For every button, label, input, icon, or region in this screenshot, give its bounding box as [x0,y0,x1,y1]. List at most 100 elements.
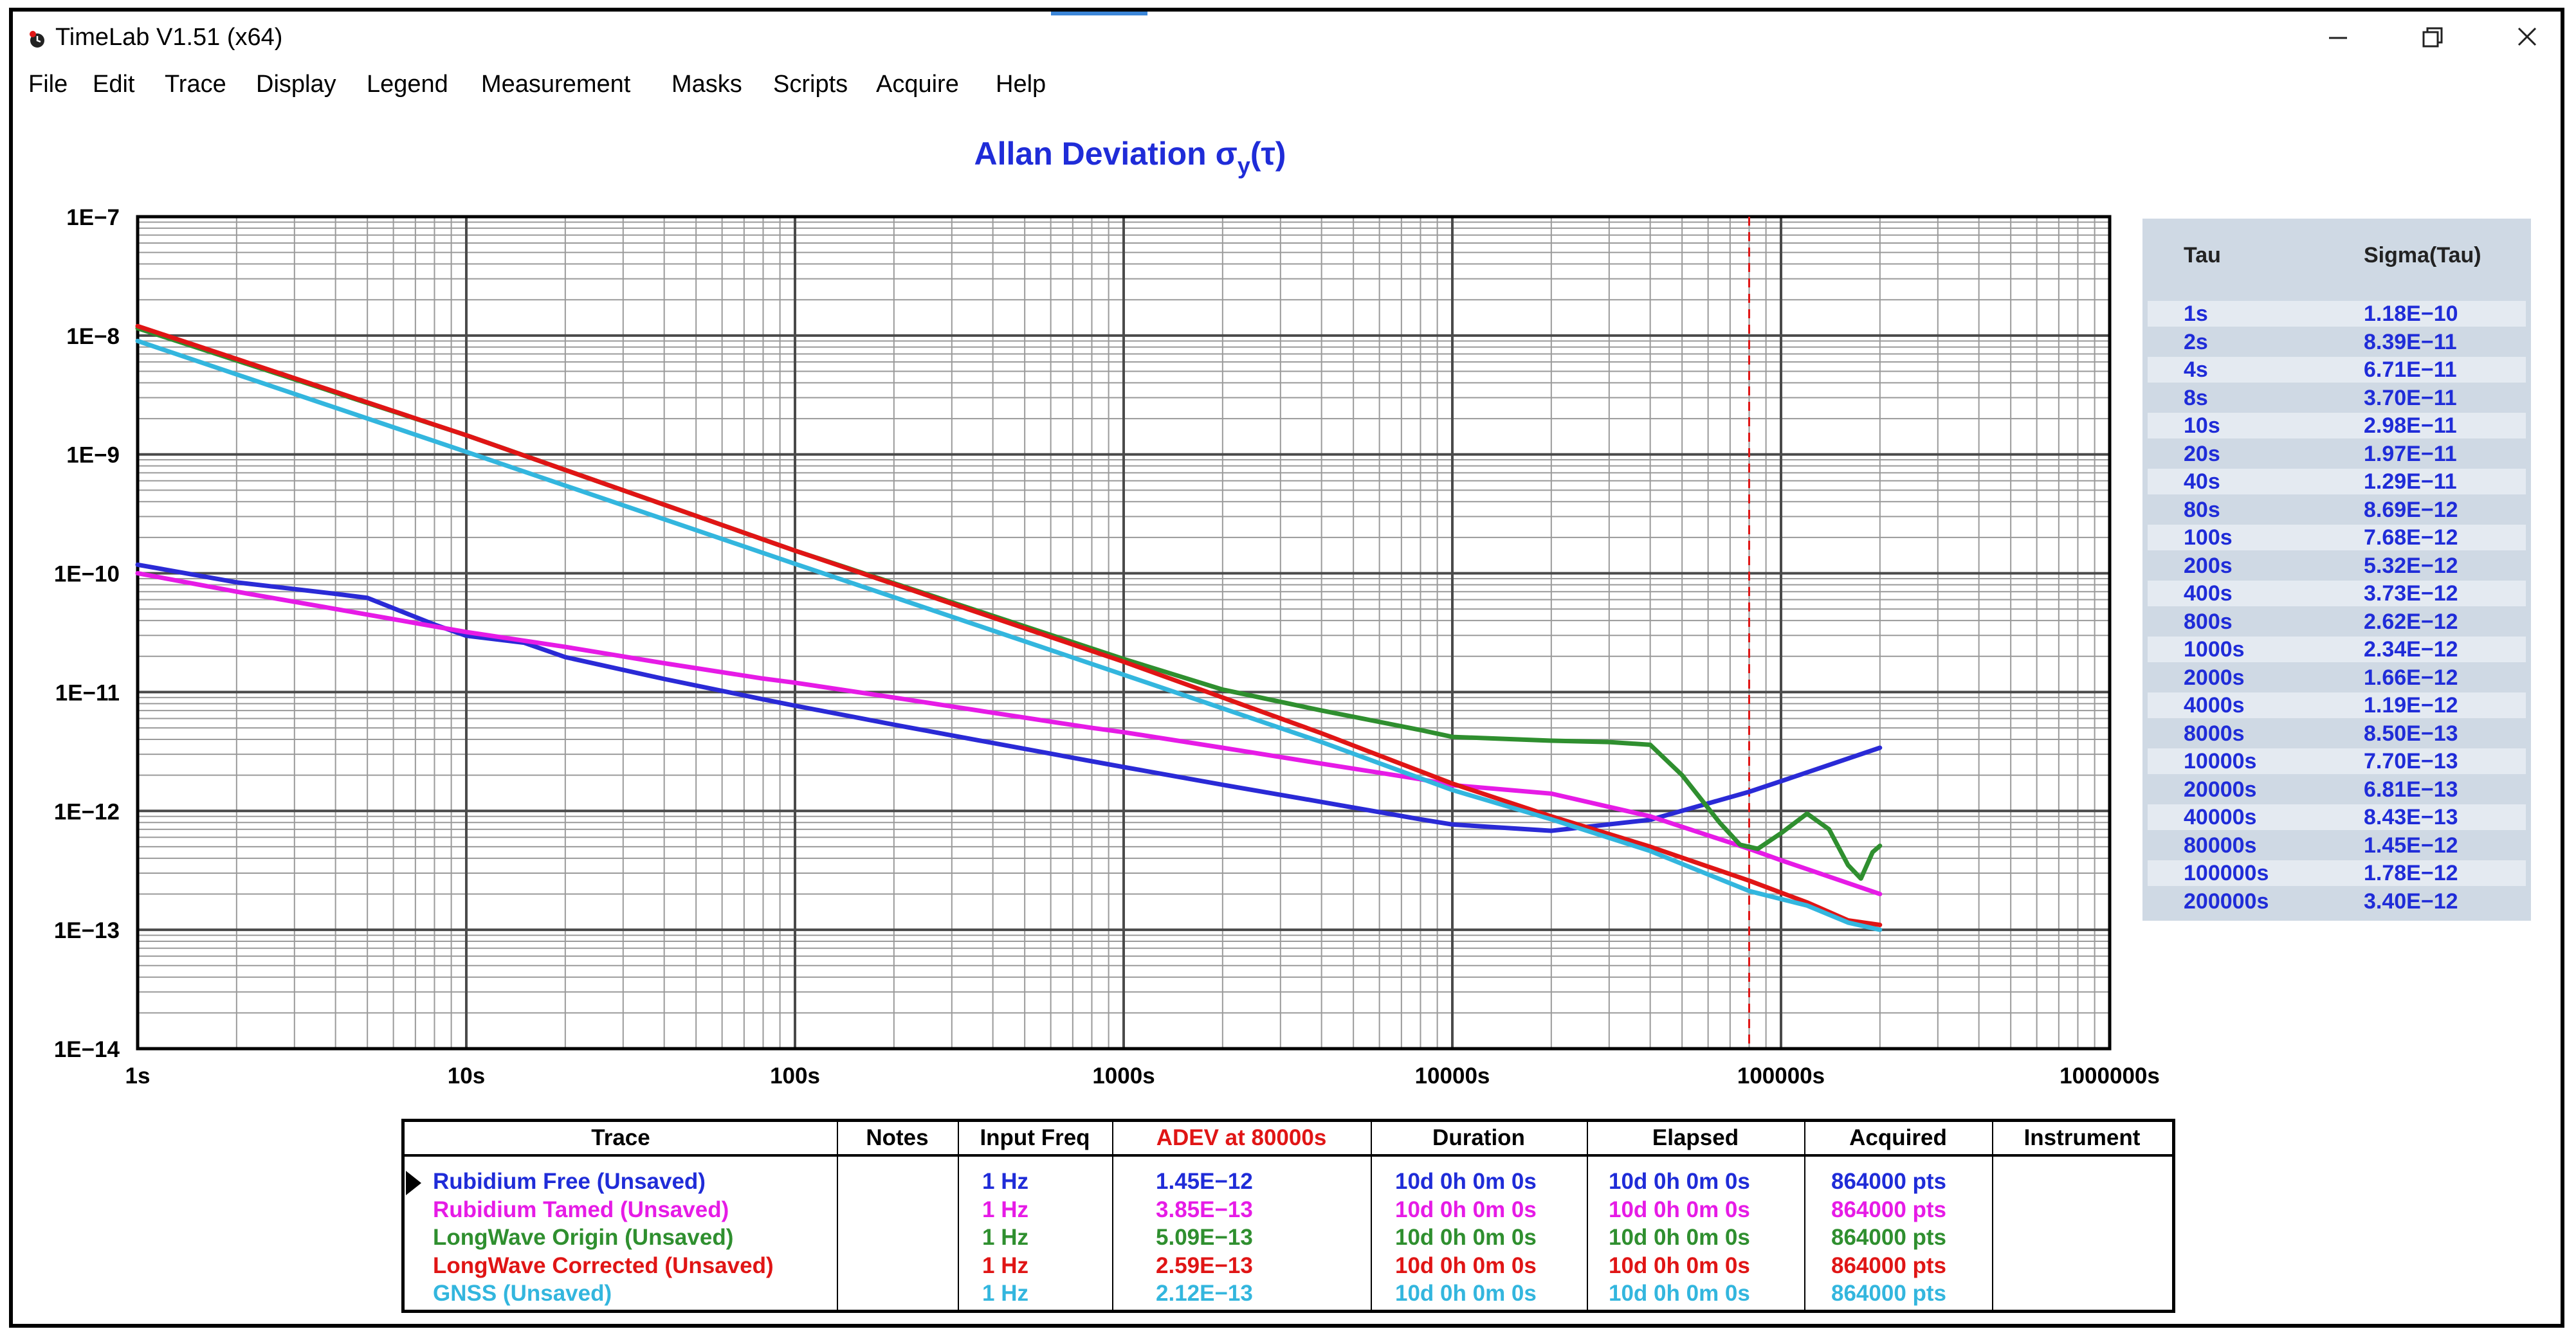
sigma-tau-value: 800s [2184,609,2233,634]
header-instrument[interactable]: Instrument [2023,1125,2141,1150]
col-divider [958,1122,959,1310]
sigma-value: 3.73E−12 [2364,581,2458,606]
close-button[interactable] [2482,17,2572,58]
x-tick-label: 1s [125,1063,151,1089]
duration-cell: 10d 0h 0m 0s [1395,1197,1537,1222]
elapsed-cell: 10d 0h 0m 0s [1609,1225,1750,1250]
sigma-table-header-tau: Tau [2184,243,2221,267]
sigma-value: 8.39E−11 [2364,329,2457,354]
menu-trace[interactable]: Trace [165,71,226,98]
x-tick-label: 1000000s [2060,1063,2160,1089]
trace-table-row[interactable]: LongWave Origin (Unsaved) 1 Hz 5.09E−13 10d… [405,1224,2172,1251]
series-line-rubidium-free[interactable] [135,562,1883,833]
adev-cell: 1.45E−12 [1156,1169,1253,1194]
sigma-table-row: 1000s 2.34E−12 [2148,637,2526,662]
sigma-table-row: 4s 6.71E−11 [2148,357,2526,383]
series-layer [135,323,1883,932]
y-tick-label: 1E−9 [66,443,120,468]
sigma-tau-value: 200000s [2184,889,2269,914]
menu-bar: File Edit Trace Display Legend Measureme… [13,63,2561,113]
sigma-tau-value: 40s [2184,469,2220,494]
menu-scripts[interactable]: Scripts [773,71,848,98]
sigma-table-row: 200s 5.32E−12 [2148,553,2526,579]
series-line-rubidium-tamed[interactable] [135,571,1883,896]
menu-measurement[interactable]: Measurement [481,71,631,98]
sigma-tau-value: 2s [2184,329,2208,354]
sigma-tau-value: 20000s [2184,777,2257,802]
adev-cell: 3.85E−13 [1156,1197,1253,1222]
sigma-table-row: 400s 3.73E−12 [2148,581,2526,606]
series-line-longwave-origin[interactable] [135,326,1883,881]
sigma-tau-value: 400s [2184,581,2233,606]
input-freq-cell: 1 Hz [982,1225,1028,1250]
trace-table-row[interactable]: Rubidium Tamed (Unsaved) 1 Hz 3.85E−13 10d … [405,1197,2172,1224]
menu-help[interactable]: Help [996,71,1046,98]
sigma-tau-value: 100s [2184,525,2233,550]
sigma-value: 7.68E−12 [2364,525,2458,550]
sigma-table-row: 40s 1.29E−11 [2148,469,2526,494]
series-line-gnss[interactable] [135,338,1883,932]
header-input-freq[interactable]: Input Freq [980,1125,1090,1150]
sigma-table-row: 20s 1.97E−11 [2148,441,2526,467]
duration-cell: 10d 0h 0m 0s [1395,1169,1537,1194]
y-tick-label: 1E−13 [54,918,120,943]
sigma-table-header-sigma: Sigma(Tau) [2364,243,2481,267]
trace-table-row[interactable]: LongWave Corrected (Unsaved) 1 Hz 2.59E−13… [405,1252,2172,1279]
sigma-tau-value: 100000s [2184,861,2269,885]
y-tick-label: 1E−8 [66,324,120,349]
menu-display[interactable]: Display [256,71,336,98]
header-notes[interactable]: Notes [866,1125,929,1150]
sigma-tau-value: 2000s [2184,665,2245,690]
sigma-table-row: 80s 8.69E−12 [2148,497,2526,523]
sigma-table-row: 8s 3.70E−11 [2148,385,2526,411]
header-trace[interactable]: Trace [591,1125,650,1150]
sigma-tau-value: 4000s [2184,693,2245,718]
restore-button[interactable] [2388,17,2478,58]
sigma-table-row: 800s 2.62E−12 [2148,609,2526,635]
y-tick-label: 1E−7 [66,205,120,230]
sigma-value: 1.66E−12 [2364,665,2458,690]
menu-masks[interactable]: Masks [671,71,742,98]
sigma-table-row: 40000s 8.43E−13 [2148,804,2526,830]
header-adev[interactable]: ADEV at 80000s [1156,1125,1327,1150]
minimize-button[interactable] [2293,17,2383,58]
series-line-longwave-corrected[interactable] [135,323,1883,927]
sigma-table-row: 80000s 1.45E−12 [2148,833,2526,858]
sigma-value: 6.81E−13 [2364,777,2458,802]
x-tick-label: 100000s [1737,1063,1825,1089]
header-duration[interactable]: Duration [1432,1125,1525,1150]
elapsed-cell: 10d 0h 0m 0s [1609,1281,1750,1306]
sigma-table-row: 2s 8.39E−11 [2148,329,2526,355]
header-elapsed[interactable]: Elapsed [1652,1125,1739,1150]
duration-cell: 10d 0h 0m 0s [1395,1281,1537,1306]
sigma-table-row: 2000s 1.66E−12 [2148,665,2526,691]
trace-table: Trace Notes Input Freq ADEV at 80000s Du… [401,1119,2175,1313]
y-tick-label: 1E−10 [54,562,120,587]
trace-name-cell: LongWave Corrected (Unsaved) [433,1252,774,1278]
input-freq-cell: 1 Hz [982,1281,1028,1306]
menu-edit[interactable]: Edit [93,71,135,98]
sigma-value: 2.62E−12 [2364,609,2458,634]
adev-cell: 2.59E−13 [1156,1252,1253,1278]
menu-file[interactable]: File [28,71,68,98]
sigma-value: 3.70E−11 [2364,385,2457,410]
trace-table-row[interactable]: Rubidium Free (Unsaved) 1 Hz 1.45E−12 10d 0… [405,1168,2172,1195]
duration-cell: 10d 0h 0m 0s [1395,1252,1537,1278]
sigma-table-row: 100000s 1.78E−12 [2148,860,2526,886]
sigma-value: 1.29E−11 [2364,469,2457,494]
plot-frame [136,215,2112,1051]
trace-table-row[interactable]: GNSS (Unsaved) 1 Hz 2.12E−13 10d 0h 0m 0s 10… [405,1280,2172,1307]
sigma-value: 8.50E−13 [2364,721,2458,746]
acquired-cell: 864000 pts [1831,1281,1947,1306]
selected-row-pointer-icon [406,1171,421,1195]
sigma-value: 5.32E−12 [2364,553,2458,578]
menu-acquire[interactable]: Acquire [876,71,959,98]
y-tick-label: 1E−12 [54,799,120,824]
header-acquired[interactable]: Acquired [1849,1125,1947,1150]
sigma-tau-value: 1000s [2184,637,2245,662]
menu-legend[interactable]: Legend [367,71,448,98]
col-divider [1992,1122,1993,1310]
x-tick-label: 10000s [1415,1063,1490,1089]
sigma-tau-value: 20s [2184,441,2220,466]
input-freq-cell: 1 Hz [982,1252,1028,1278]
